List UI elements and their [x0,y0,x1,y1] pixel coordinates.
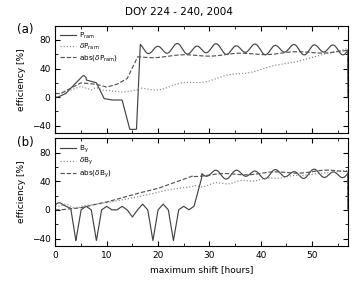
P$_\mathregular{ram}$ [172,44,176,47]
Line: P$_\mathregular{ram}$: P$_\mathregular{ram}$ [55,43,348,129]
$\delta$B$_\mathregular{y}$ [53,204,57,208]
$\delta$B$_\mathregular{y}$ [346,169,350,172]
abs($\delta$P$_\mathregular{ram}$) [172,54,176,57]
abs($\delta$B$_\mathregular{y}$) [182,177,186,181]
abs($\delta$B$_\mathregular{y}$) [53,208,57,212]
$\delta$B$_\mathregular{y}$ [83,204,87,207]
Line: abs($\delta$P$_\mathregular{ram}$): abs($\delta$P$_\mathregular{ram}$) [55,50,348,97]
Y-axis label: efficiency [%]: efficiency [%] [17,48,26,110]
$\delta$B$_\mathregular{y}$ [346,208,350,212]
$\delta$P$_\mathregular{ram}$ [281,62,286,66]
abs($\delta$P$_\mathregular{ram}$) [287,51,291,54]
$\delta$B$_\mathregular{y}$ [281,176,286,179]
$\delta$P$_\mathregular{ram}$ [172,83,176,87]
Y-axis label: efficiency [%]: efficiency [%] [17,161,26,223]
$\delta$P$_\mathregular{ram}$ [182,81,186,84]
B$_\mathregular{y}$ [282,175,286,178]
B$_\mathregular{y}$ [172,236,176,239]
Text: (b): (b) [17,136,34,149]
P$_\mathregular{ram}$ [282,50,286,54]
abs($\delta$P$_\mathregular{ram}$) [346,49,350,52]
X-axis label: maximum shift [hours]: maximum shift [hours] [150,265,253,274]
B$_\mathregular{y}$ [182,205,187,208]
Legend: B$_\mathregular{y}$, $\delta$B$_\mathregular{y}$, abs($\delta$B$_\mathregular{y}: B$_\mathregular{y}$, $\delta$B$_\mathreg… [59,142,113,181]
$\delta$P$_\mathregular{ram}$ [53,92,57,95]
Line: B$_\mathregular{y}$: B$_\mathregular{y}$ [55,169,348,241]
Line: abs($\delta$B$_\mathregular{y}$): abs($\delta$B$_\mathregular{y}$) [55,170,348,210]
$\delta$P$_\mathregular{ram}$ [346,47,350,50]
Line: $\delta$B$_\mathregular{y}$: $\delta$B$_\mathregular{y}$ [55,170,348,210]
Line: $\delta$P$_\mathregular{ram}$: $\delta$P$_\mathregular{ram}$ [55,49,348,97]
abs($\delta$B$_\mathregular{y}$) [281,170,286,174]
$\delta$B$_\mathregular{y}$ [182,186,186,189]
$\delta$P$_\mathregular{ram}$ [83,86,87,89]
P$_\mathregular{ram}$ [53,95,57,99]
abs($\delta$P$_\mathregular{ram}$) [346,95,350,99]
B$_\mathregular{y}$ [287,173,291,176]
B$_\mathregular{y}$ [53,203,57,206]
abs($\delta$P$_\mathregular{ram}$) [83,82,87,85]
$\delta$B$_\mathregular{y}$ [172,187,176,191]
abs($\delta$B$_\mathregular{y}$) [287,171,291,174]
abs($\delta$B$_\mathregular{y}$) [254,172,258,176]
abs($\delta$B$_\mathregular{y}$) [83,205,87,208]
abs($\delta$P$_\mathregular{ram}$) [254,53,258,56]
P$_\mathregular{ram}$ [183,51,187,54]
Legend: P$_\mathregular{ram}$, $\delta$P$_\mathregular{ram}$, abs($\delta$P$_\mathregula: P$_\mathregular{ram}$, $\delta$P$_\mathr… [59,29,120,65]
B$_\mathregular{y}$ [255,170,259,173]
P$_\mathregular{ram}$ [255,43,259,47]
P$_\mathregular{ram}$ [346,95,350,99]
Text: DOY 224 - 240, 2004: DOY 224 - 240, 2004 [125,7,232,17]
$\delta$B$_\mathregular{y}$ [287,175,291,178]
abs($\delta$B$_\mathregular{y}$) [172,181,176,185]
P$_\mathregular{ram}$ [83,75,87,78]
abs($\delta$P$_\mathregular{ram}$) [53,92,57,95]
$\delta$P$_\mathregular{ram}$ [287,61,291,65]
P$_\mathregular{ram}$ [287,46,292,50]
B$_\mathregular{y}$ [312,168,316,171]
$\delta$P$_\mathregular{ram}$ [346,95,350,99]
P$_\mathregular{ram}$ [128,128,132,131]
$\delta$B$_\mathregular{y}$ [254,179,258,182]
abs($\delta$B$_\mathregular{y}$) [346,208,350,212]
P$_\mathregular{ram}$ [175,42,179,45]
abs($\delta$B$_\mathregular{y}$) [325,168,329,172]
B$_\mathregular{y}$ [346,208,350,212]
Text: (a): (a) [17,23,34,36]
B$_\mathregular{y}$ [151,239,155,242]
abs($\delta$P$_\mathregular{ram}$) [281,51,286,55]
B$_\mathregular{y}$ [83,205,87,209]
$\delta$P$_\mathregular{ram}$ [254,69,258,73]
abs($\delta$P$_\mathregular{ram}$) [182,53,186,57]
